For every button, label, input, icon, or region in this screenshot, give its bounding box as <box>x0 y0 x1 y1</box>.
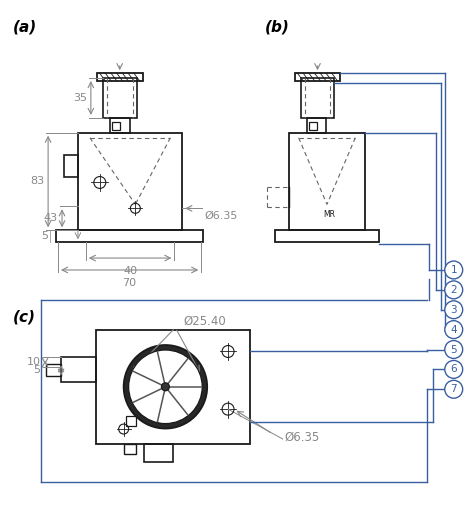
Circle shape <box>445 380 463 398</box>
Circle shape <box>445 321 463 338</box>
Text: Ø6.35: Ø6.35 <box>204 210 237 220</box>
Text: 83: 83 <box>30 177 44 187</box>
Circle shape <box>162 383 169 391</box>
Text: 70: 70 <box>123 278 137 288</box>
Text: (b): (b) <box>265 20 290 35</box>
Text: 1: 1 <box>450 265 457 275</box>
Text: Ø6.35: Ø6.35 <box>285 430 320 444</box>
Text: MR: MR <box>323 210 335 219</box>
Text: 7: 7 <box>450 384 457 394</box>
Text: 3: 3 <box>450 305 457 315</box>
Circle shape <box>445 340 463 359</box>
Text: (c): (c) <box>13 310 36 325</box>
Text: 2: 2 <box>450 285 457 295</box>
Text: 10: 10 <box>27 358 41 368</box>
Circle shape <box>124 345 207 429</box>
Text: 5: 5 <box>33 365 40 376</box>
Text: 40: 40 <box>123 266 137 276</box>
Circle shape <box>445 281 463 299</box>
Circle shape <box>128 350 202 423</box>
Text: Ø25.40: Ø25.40 <box>183 315 226 328</box>
Circle shape <box>445 301 463 319</box>
Text: 35: 35 <box>73 93 87 103</box>
Text: 5: 5 <box>450 345 457 354</box>
Text: 6: 6 <box>450 364 457 375</box>
Circle shape <box>445 361 463 378</box>
Text: (a): (a) <box>13 20 37 35</box>
Text: 43: 43 <box>44 213 58 223</box>
Circle shape <box>445 261 463 279</box>
Text: 4: 4 <box>450 325 457 335</box>
Text: 5: 5 <box>41 231 48 241</box>
